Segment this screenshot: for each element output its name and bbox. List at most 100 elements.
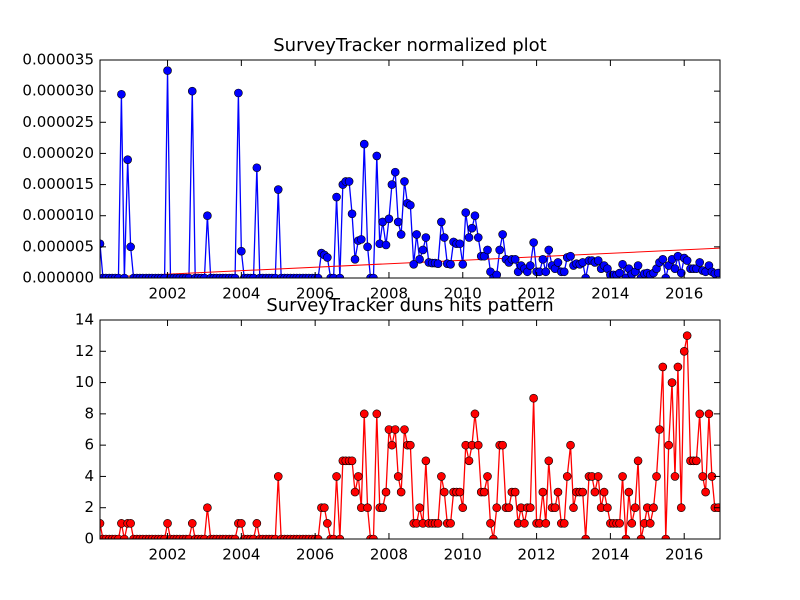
data-point [704,409,714,419]
data-point [667,378,677,387]
data-point [526,503,535,513]
data-point [562,472,572,481]
y-tick-label: 0.000015 [22,175,94,193]
x-tick-label: 2002 [148,285,186,303]
data-point [163,519,172,528]
y-tick-label: 0.000020 [22,144,94,162]
data-point [184,534,194,539]
data-point [237,519,246,528]
data-point [433,259,443,268]
data-point [621,534,631,539]
data-point [400,177,409,186]
data-point [630,503,640,513]
data-point [670,264,680,273]
data-point [381,240,391,250]
data-point [390,425,400,434]
data-point [446,259,455,269]
data-point [658,255,668,264]
data-point [117,89,126,99]
y-tick-label: 0.000025 [22,113,94,131]
data-point [381,487,391,497]
y-tick-label: 4 [84,467,94,485]
data-point [252,519,262,528]
data-point [203,211,212,221]
data-point [661,273,671,278]
x-tick-label: 2004 [222,285,260,303]
data-point [393,472,403,481]
data-point [658,362,668,372]
data-point [698,472,707,481]
data-point [624,487,634,497]
data-point [673,362,683,372]
data-point [437,217,446,227]
data-point [652,472,661,481]
data-point [590,487,600,497]
data-point [645,519,655,528]
data-point [541,267,551,277]
x-tick-label: 2012 [517,546,555,564]
data-point [581,273,590,278]
data-point [566,251,575,261]
data-point [676,503,686,513]
chart-title: SurveyTracker normalized plot [273,35,547,56]
data-point [504,503,514,513]
data-point [510,487,520,497]
data-point [230,534,240,539]
data-point [695,409,705,419]
data-point [406,200,415,210]
y-tick-label: 8 [84,404,94,422]
data-point [335,534,345,539]
data-point [120,534,129,539]
data-point [320,503,329,513]
axes-frame [99,319,721,540]
data-point [492,270,502,278]
data-point [406,440,415,450]
data-point [713,268,720,278]
data-point [120,273,129,278]
data-point [335,273,345,278]
data-point [498,230,507,239]
data-point [350,487,360,497]
data-point [701,487,710,497]
data-point [356,235,366,244]
data-point [473,233,483,242]
data-point [559,519,569,528]
data-point [470,211,480,221]
data-point [421,233,431,242]
y-tick-label: 6 [84,436,94,454]
data-point [273,472,283,481]
data-point [126,242,135,252]
data-point [332,192,341,202]
data-point [550,503,560,513]
data-point [470,409,480,419]
data-point [473,440,483,450]
data-point [200,534,209,539]
x-tick-label: 2002 [148,546,186,564]
data-point [440,487,449,497]
data-point [458,259,468,269]
data-point [350,255,360,264]
data-point [123,155,132,164]
data-point [529,393,538,403]
data-point [323,253,332,262]
y-tick-label: 0.000005 [22,237,94,255]
data-point [682,256,692,265]
y-tick-label: 14 [75,311,94,329]
data-point [593,256,603,265]
data-point [455,239,465,249]
x-tick-label: 2008 [370,285,408,303]
data-point [415,255,424,264]
data-point [100,519,105,528]
data-point [187,519,197,528]
data-point [363,242,372,252]
data-point [418,245,428,255]
data-point [458,503,468,513]
y-tick-label: 0 [84,530,94,548]
data-point [489,534,498,539]
data-point [184,273,194,278]
data-point [390,167,400,177]
data-point [498,440,507,450]
data-point [415,503,424,513]
data-point [347,209,357,219]
